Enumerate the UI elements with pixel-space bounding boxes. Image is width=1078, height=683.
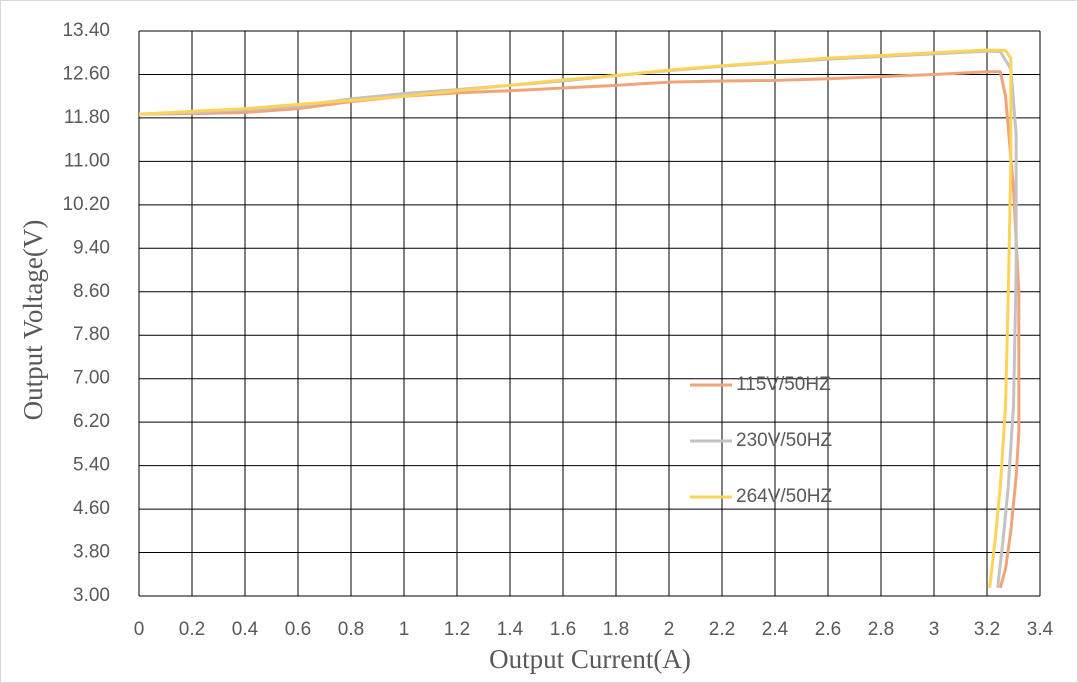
y-axis-title: Output Voltage(V) (18, 220, 48, 421)
x-tick-label: 2.4 (762, 619, 789, 640)
y-tick-label: 3.80 (73, 542, 110, 563)
series-line (138, 48, 1013, 589)
x-tick-label: 1.8 (603, 619, 629, 640)
y-tick-label: 8.60 (73, 281, 110, 302)
x-tick-label: 3.4 (1027, 619, 1054, 640)
x-tick-label: 1.2 (444, 619, 470, 640)
y-tick-label: 11.80 (64, 107, 110, 128)
y-tick-label: 7.00 (73, 368, 110, 389)
x-tick-label: 0.2 (179, 619, 205, 640)
legend-label: 264V/50HZ (736, 486, 833, 507)
y-tick-label: 3.00 (73, 585, 110, 606)
x-tick-label: 2.6 (815, 619, 841, 640)
legend-label: 115V/50HZ (736, 374, 831, 395)
x-axis-title: Output Current(A) (489, 644, 691, 674)
y-tick-label: 7.80 (73, 324, 110, 345)
x-tick-label: 2 (664, 619, 675, 640)
x-tick-label: 1.6 (550, 619, 576, 640)
x-tick-label: 0.6 (285, 619, 311, 640)
x-tick-label: 1.4 (497, 619, 524, 640)
x-tick-label: 0.4 (232, 619, 259, 640)
y-tick-label: 6.20 (73, 411, 110, 432)
x-tick-label: 3 (929, 619, 940, 640)
y-tick-label: 10.20 (62, 194, 110, 215)
x-tick-label: 3.2 (974, 619, 1000, 640)
legend-label: 230V/50HZ (736, 430, 833, 451)
y-tick-label: 13.40 (62, 20, 110, 41)
y-tick-label: 4.60 (73, 498, 110, 519)
x-tick-label: 2.8 (868, 619, 894, 640)
y-tick-label: 12.60 (62, 63, 110, 84)
y-tick-label: 11.00 (64, 150, 110, 171)
x-tick-label: 2.2 (709, 619, 735, 640)
y-tick-label: 9.40 (73, 237, 110, 258)
x-tick-label: 1 (399, 619, 410, 640)
y-tick-label: 5.40 (73, 455, 110, 476)
x-tick-label: 0 (134, 619, 145, 640)
x-tick-label: 0.8 (338, 619, 364, 640)
